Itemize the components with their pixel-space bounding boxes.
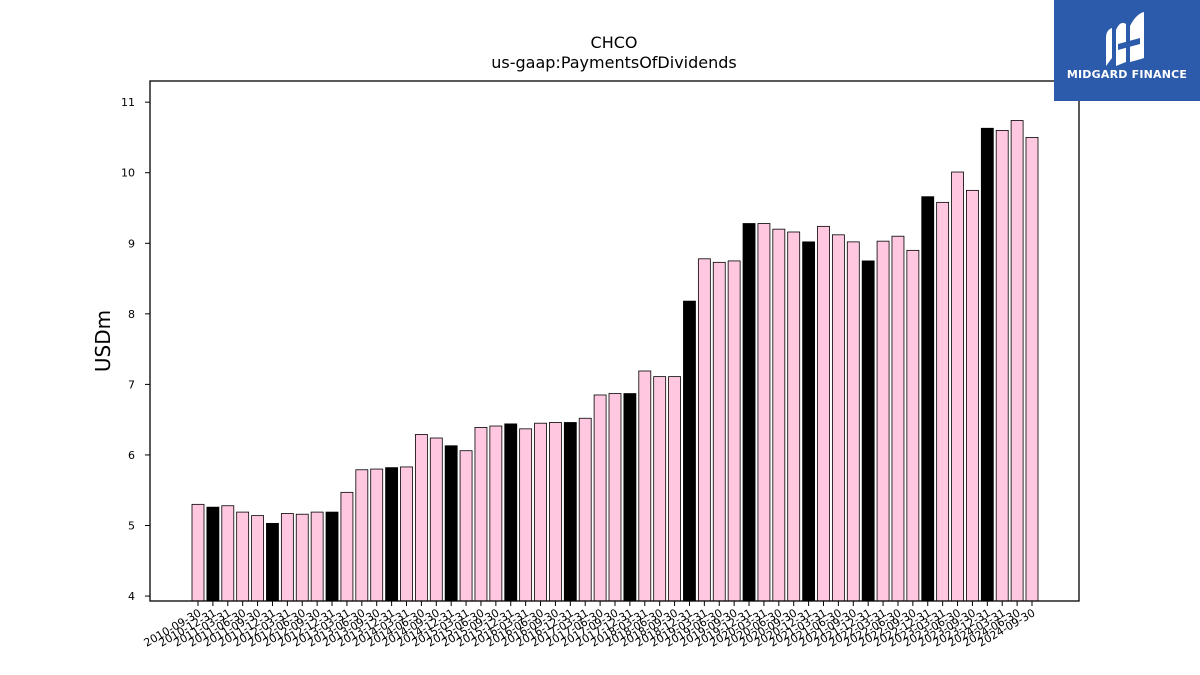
bar — [400, 466, 413, 602]
bar — [727, 260, 741, 602]
bar — [444, 445, 458, 602]
y-axis: 4 5 6 7 8 9 10 11 — [121, 96, 150, 603]
y-tick-label: 7 — [128, 378, 135, 391]
y-axis-label: USDm — [91, 310, 115, 372]
midgard-finance-logo: MIDGARD FINANCE — [1054, 0, 1200, 101]
bar — [861, 260, 875, 602]
bar — [1025, 137, 1039, 602]
bar — [519, 428, 533, 602]
bar — [474, 427, 488, 602]
bar — [414, 434, 428, 602]
bar — [191, 503, 205, 602]
bar — [221, 505, 235, 602]
bar — [206, 506, 220, 602]
bar — [295, 513, 309, 602]
bar — [623, 393, 637, 602]
bar — [578, 417, 592, 602]
bar — [712, 261, 726, 602]
bar — [742, 223, 756, 602]
bar — [995, 129, 1009, 602]
bar — [638, 370, 652, 602]
bar — [697, 258, 711, 602]
chart-title: CHCO — [591, 33, 638, 52]
bar — [817, 225, 830, 602]
bar — [876, 240, 890, 602]
bar — [966, 189, 979, 602]
y-tick-label: 6 — [128, 449, 135, 462]
bar — [787, 231, 801, 602]
bar — [266, 522, 279, 602]
bar — [504, 423, 518, 602]
bar — [683, 300, 696, 602]
midgard-m-logo-icon — [1106, 12, 1144, 66]
bar — [906, 249, 920, 602]
y-tick-label: 5 — [128, 520, 135, 533]
logo-text: MIDGARD FINANCE — [1066, 68, 1188, 81]
bar — [489, 425, 503, 602]
y-tick-label: 10 — [121, 167, 135, 180]
bar — [1010, 120, 1024, 602]
bar — [831, 234, 845, 602]
bar — [459, 450, 473, 602]
bar — [846, 241, 860, 602]
bar — [280, 513, 294, 602]
bar — [921, 196, 935, 602]
bar — [668, 376, 681, 602]
y-tick-label: 9 — [128, 237, 135, 250]
bar — [980, 127, 994, 602]
chart-subtitle: us-gaap:PaymentsOfDividends — [491, 53, 736, 72]
bar — [653, 376, 667, 602]
y-tick-label: 8 — [128, 308, 135, 321]
bar — [757, 223, 771, 602]
bar — [951, 171, 964, 602]
bar — [251, 515, 264, 602]
bar — [310, 511, 324, 602]
bar — [325, 511, 339, 602]
x-axis: 2010-09-302010-12-312011-03-312011-06-30… — [142, 601, 1038, 650]
y-tick-label: 4 — [128, 590, 135, 603]
bar — [936, 201, 950, 602]
bar — [385, 467, 399, 602]
bar — [802, 241, 816, 602]
bar — [236, 511, 250, 602]
bar — [429, 437, 443, 602]
bar — [593, 394, 607, 602]
plot-frame — [149, 80, 1080, 602]
bar — [772, 228, 786, 602]
bar — [549, 422, 562, 602]
y-tick-label: 11 — [121, 96, 135, 109]
bar — [608, 393, 622, 602]
bar — [891, 235, 905, 602]
bars-group — [191, 120, 1039, 602]
bar — [340, 491, 354, 602]
bar — [370, 468, 384, 602]
bar — [355, 469, 369, 602]
bar — [563, 422, 577, 602]
bar — [534, 422, 547, 602]
